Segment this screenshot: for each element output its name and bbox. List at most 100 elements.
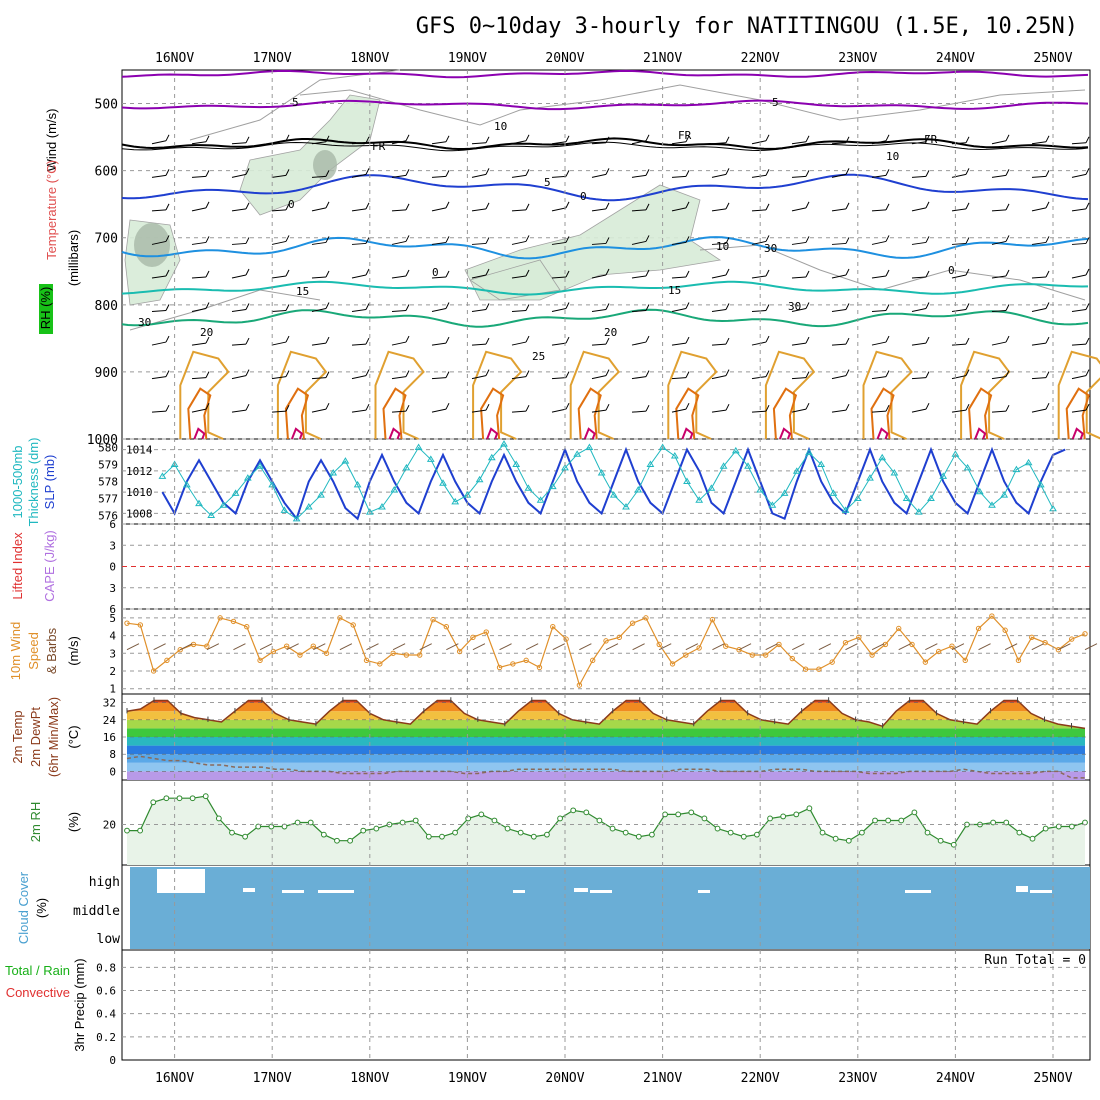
wind-barb [751, 410, 767, 413]
label-10m-wind: 10m Wind [8, 622, 23, 681]
wind-barb-flag [1045, 236, 1050, 243]
wind-barb-flag [525, 134, 530, 142]
wind-barb [911, 377, 927, 380]
wind-barb [831, 242, 847, 245]
wind-barb-flag [405, 335, 410, 343]
wind-barb-flag [925, 201, 930, 209]
wind-speed-marker [177, 647, 183, 653]
wind-barb-10m [818, 643, 832, 651]
wind-barb-flag [885, 304, 890, 311]
wind-barb [191, 276, 207, 279]
run-total-label: Run Total = 0 [984, 953, 1086, 968]
wind-barb-flag [965, 303, 970, 310]
rh-shading [469, 259, 561, 301]
wind-speed-marker [496, 664, 503, 671]
wind-barb [871, 410, 887, 413]
wind-barb [591, 375, 607, 380]
wind-barb-flag [885, 370, 890, 377]
wind-barb [591, 409, 607, 413]
rh-marker [373, 825, 380, 832]
wind-barb [951, 274, 967, 279]
label-wind: Wind (m/s) [44, 109, 59, 172]
date-label-bottom: 17NOV [253, 1071, 292, 1086]
rh-marker [1003, 819, 1010, 826]
wind-speed-marker [1029, 634, 1035, 641]
rh-marker [780, 813, 787, 820]
wind-barb [271, 410, 287, 413]
wind-speed-marker [443, 624, 450, 630]
wind-barb-flag [205, 371, 210, 378]
contour-label: 10 [886, 150, 899, 163]
wind-barb [911, 276, 927, 279]
wind-barb [391, 410, 407, 413]
wind-barb [511, 376, 527, 380]
wind-speed-marker [1015, 657, 1022, 664]
temp-band [127, 762, 1085, 772]
wind-barb-flag [205, 302, 210, 309]
wind-speed-marker [802, 666, 809, 672]
wind-barb [911, 141, 927, 145]
wind-barb-flag [685, 170, 690, 177]
wind-speed-marker [856, 634, 862, 641]
temp-tick-label: 16 [103, 731, 116, 744]
wind-barb-flag [285, 134, 290, 142]
wind-barb [831, 309, 847, 313]
wind-barb-flag [1085, 136, 1090, 144]
wind-barb [751, 209, 767, 212]
wind-barb [791, 141, 807, 145]
wind-barb-flag [805, 170, 810, 177]
wind-barb-flag [405, 235, 410, 242]
wind-barb-flag [725, 403, 730, 411]
temperature-contour-25 [1057, 350, 1100, 440]
cloud-cover-fill [130, 867, 1090, 949]
wind-speed-marker [456, 648, 463, 655]
wind-speed-marker [283, 643, 290, 649]
wind-barb [711, 142, 727, 145]
wind-barb [591, 208, 607, 212]
wind-barb [791, 377, 807, 380]
temp-tick-label: 8 [109, 748, 116, 761]
wind-speed-marker [164, 657, 170, 664]
temp-tick-label: 24 [103, 714, 117, 727]
slp-tick-label: 1014 [126, 444, 153, 457]
temperature-contour-35 [1071, 427, 1084, 440]
wind-barb-flag [165, 404, 170, 412]
temp-tick-label: 0 [109, 765, 116, 778]
wind-barb [271, 275, 287, 279]
rh-marker [898, 817, 905, 824]
wind-barb-10m [632, 643, 645, 651]
wind-barb-flag [525, 335, 530, 343]
wind-speed-marker [629, 620, 636, 626]
temperature-contour-25 [472, 350, 523, 440]
wind-barb-flag [1085, 303, 1090, 310]
temperature-contour [121, 173, 1089, 202]
wind-barb [751, 174, 767, 178]
wind-barb-flag [525, 304, 530, 311]
wind-barb [351, 208, 367, 212]
wind-barb-flag [925, 336, 930, 344]
wind-barb-flag [885, 404, 890, 412]
wind-speed-marker [563, 636, 569, 642]
wind-barb [511, 310, 527, 313]
wind-barb-flag [645, 235, 650, 242]
wind-barb-flag [405, 370, 410, 377]
wind-barb [471, 309, 487, 313]
wind-barb [271, 341, 287, 346]
wind-barb-flag [605, 202, 610, 210]
thickness-marker [292, 514, 301, 522]
wind-barb-10m [552, 643, 566, 651]
wind-speed-marker [643, 615, 649, 621]
temperature-contour-30 [480, 387, 505, 440]
wind-barb-flag [325, 236, 330, 243]
wind-barb [751, 341, 767, 346]
wind-barb [471, 274, 487, 279]
cloud-clear-patch [318, 890, 354, 893]
contour-label: 30 [764, 242, 777, 255]
wind-barb-flag [485, 403, 490, 411]
wind-barb [951, 375, 967, 380]
wind-barb-flag [325, 135, 330, 143]
date-label-bottom: 19NOV [448, 1071, 487, 1086]
wind-barb-flag [925, 270, 930, 278]
thickness-marker [731, 446, 740, 454]
wind-barb [431, 175, 447, 178]
